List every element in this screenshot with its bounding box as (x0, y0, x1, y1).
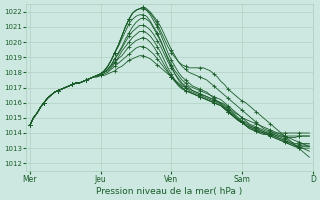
X-axis label: Pression niveau de la mer( hPa ): Pression niveau de la mer( hPa ) (97, 187, 243, 196)
